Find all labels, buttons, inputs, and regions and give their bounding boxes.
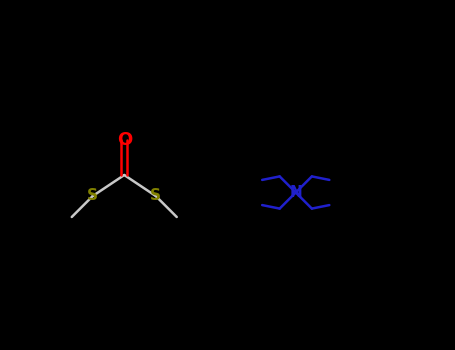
Text: N: N (289, 185, 302, 200)
Text: O: O (116, 131, 132, 149)
Text: S: S (87, 189, 98, 203)
Text: S: S (150, 189, 161, 203)
